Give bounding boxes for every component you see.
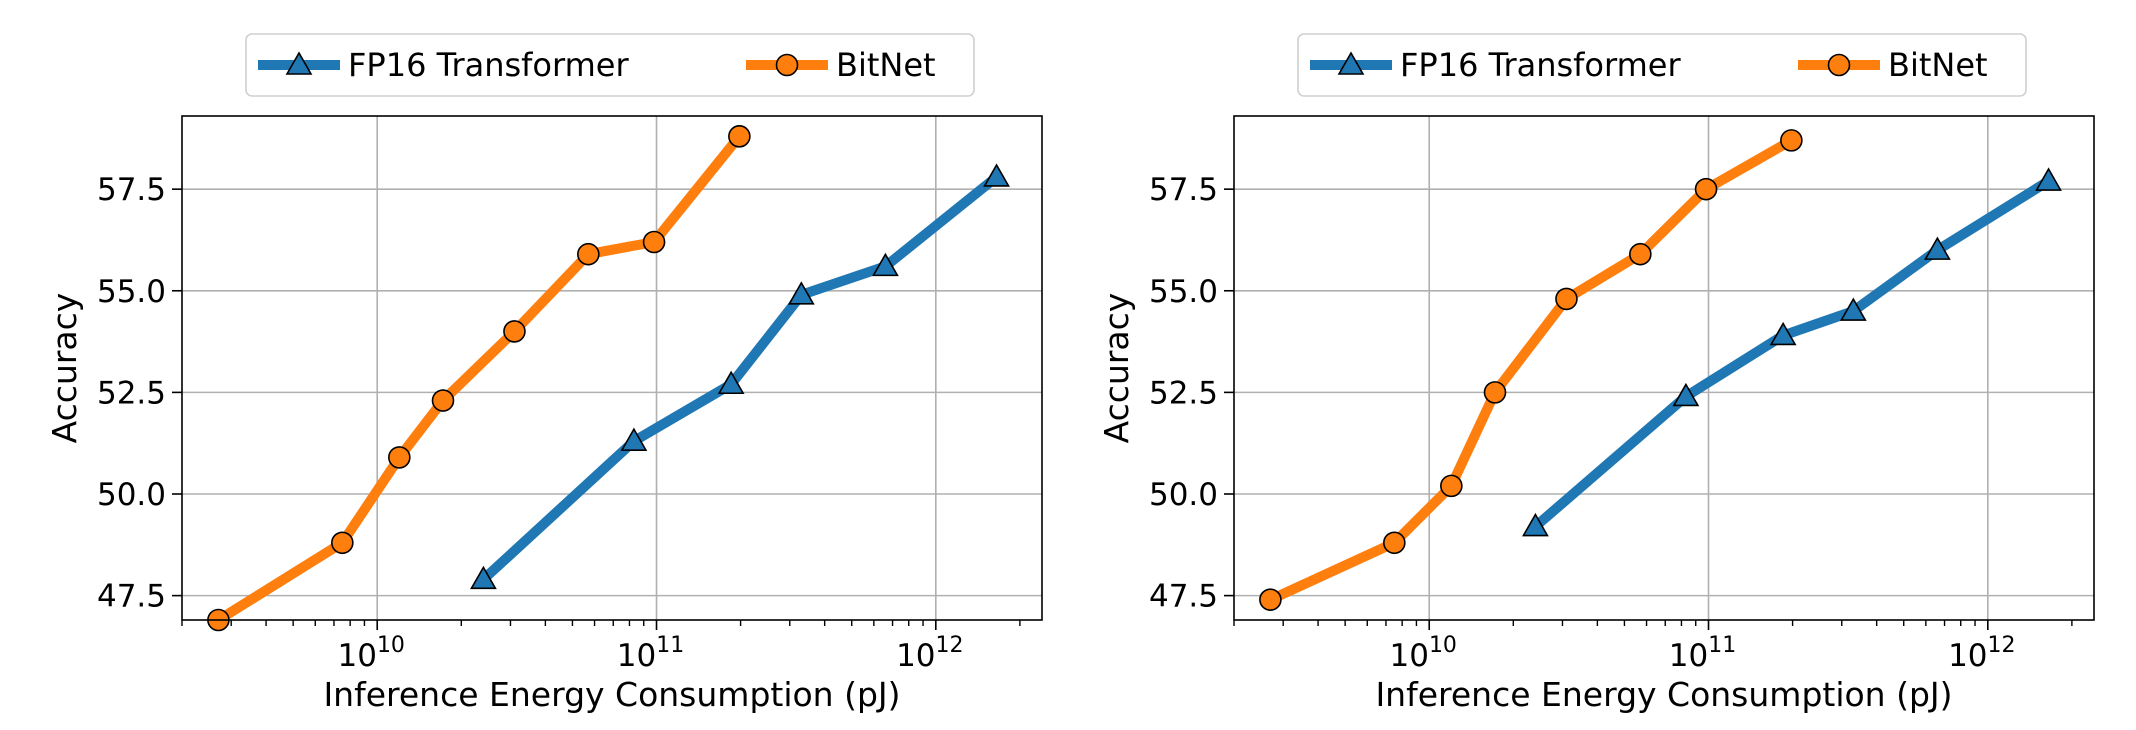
grid-lines	[1234, 116, 2094, 620]
y-tick-label: 57.5	[97, 172, 166, 208]
series-line	[215, 133, 744, 625]
series-bitnet	[1259, 129, 1803, 611]
triangle-marker	[2035, 167, 2062, 191]
legend-item-bitnet: BitNet	[746, 46, 936, 84]
y-tick-label: 47.5	[1149, 579, 1218, 615]
y-tick-label: 47.5	[97, 579, 166, 615]
triangle-marker	[983, 163, 1010, 187]
x-tick-exponent: 10	[377, 633, 405, 658]
x-tick-exponent: 12	[936, 633, 964, 658]
circle-marker	[1555, 287, 1578, 311]
x-tick-label: 1012	[1948, 633, 2015, 674]
triangle-marker	[1839, 297, 1867, 321]
legend: FP16 Transformer BitNet	[245, 33, 975, 97]
circle-marker	[642, 230, 666, 254]
series-fp16-transformer	[470, 163, 1010, 590]
legend-circle-marker	[775, 53, 799, 77]
x-tick-label: 1011	[617, 633, 684, 674]
triangle-marker	[470, 565, 497, 590]
y-tick-label: 52.5	[97, 375, 166, 411]
x-tick-label: 1011	[1669, 633, 1736, 674]
legend-box	[1297, 33, 2027, 97]
x-tick-base: 10	[1389, 638, 1428, 674]
y-tick-label: 52.5	[1149, 375, 1218, 411]
triangle-marker	[1769, 321, 1797, 346]
y-tick-label: 50.0	[97, 477, 166, 513]
legend-label: BitNet	[1888, 46, 1988, 84]
circle-marker	[1629, 242, 1652, 266]
triangle-marker	[872, 252, 899, 277]
circle-marker	[1259, 588, 1282, 611]
x-tick-base: 10	[896, 638, 935, 674]
x-tick-base: 10	[1948, 638, 1987, 674]
triangle-marker	[787, 281, 815, 305]
x-tick-exponent: 10	[1429, 633, 1457, 658]
y-tick-label: 55.0	[1149, 274, 1218, 310]
x-tick-base: 10	[1669, 638, 1708, 674]
circle-marker	[1440, 474, 1463, 498]
legend-item-fp16-transformer: FP16 Transformer	[1310, 46, 1681, 84]
x-axis-label: Inference Energy Consumption (pJ)	[323, 675, 900, 714]
legend-label: FP16 Transformer	[1400, 46, 1681, 84]
triangle-marker	[717, 370, 745, 395]
triangle-marker	[620, 427, 648, 451]
legend-circle-marker	[1827, 53, 1851, 77]
triangle-marker	[1924, 236, 1951, 260]
series-line	[1268, 136, 1794, 605]
grid-lines	[182, 116, 1042, 620]
y-tick-label: 57.5	[1149, 172, 1218, 208]
circle-marker	[1780, 129, 1803, 152]
legend-box	[245, 33, 975, 97]
plot-frame	[1233, 115, 2095, 621]
x-tick-exponent: 12	[1988, 633, 2016, 658]
circle-marker	[1383, 531, 1406, 555]
x-tick-exponent: 11	[1708, 633, 1736, 658]
y-axis-label: Accuracy	[45, 293, 84, 444]
circle-marker	[1483, 381, 1507, 404]
x-minor-ticks	[181, 620, 1021, 626]
y-tick-label: 55.0	[97, 274, 166, 310]
circle-marker	[431, 389, 455, 412]
series-bitnet	[207, 125, 751, 632]
plot-frame	[181, 115, 1043, 621]
triangle-marker	[1522, 512, 1549, 537]
legend-item-fp16-transformer: FP16 Transformer	[258, 46, 629, 84]
x-tick-base: 10	[337, 638, 376, 674]
legend-label: FP16 Transformer	[348, 46, 629, 84]
x-tick-base: 10	[617, 638, 656, 674]
y-tick-label: 50.0	[1149, 477, 1218, 513]
legend: FP16 Transformer BitNet	[1297, 33, 2027, 97]
circle-marker	[388, 446, 411, 469]
series-line	[480, 173, 1000, 584]
triangle-marker	[1672, 382, 1700, 407]
y-axis-label: Accuracy	[1097, 293, 1136, 444]
legend-item-bitnet: BitNet	[1798, 46, 1988, 84]
circle-marker	[728, 125, 751, 148]
circle-marker	[331, 531, 354, 555]
circle-marker	[1694, 177, 1718, 201]
legend-triangle-marker	[1337, 51, 1365, 75]
x-tick-label: 1010	[1389, 633, 1456, 674]
chart-panel-2: 1010 1011 101247.550.052.555.057.5Inferenc…	[1097, 33, 2095, 714]
chart-panel-1: 1010 1011 101247.550.052.555.057.5Inferenc…	[45, 33, 1043, 714]
legend-triangle-marker	[285, 51, 313, 75]
x-tick-label: 1010	[337, 633, 404, 674]
series-fp16-transformer	[1522, 167, 2062, 537]
series-line	[1532, 176, 2052, 531]
legend-label: BitNet	[836, 46, 936, 84]
x-tick-exponent: 11	[656, 633, 684, 658]
x-minor-ticks	[1233, 620, 2073, 626]
circle-marker	[577, 242, 600, 266]
x-axis-label: Inference Energy Consumption (pJ)	[1375, 675, 1952, 714]
circle-marker	[503, 320, 526, 343]
x-tick-label: 1012	[896, 633, 963, 674]
